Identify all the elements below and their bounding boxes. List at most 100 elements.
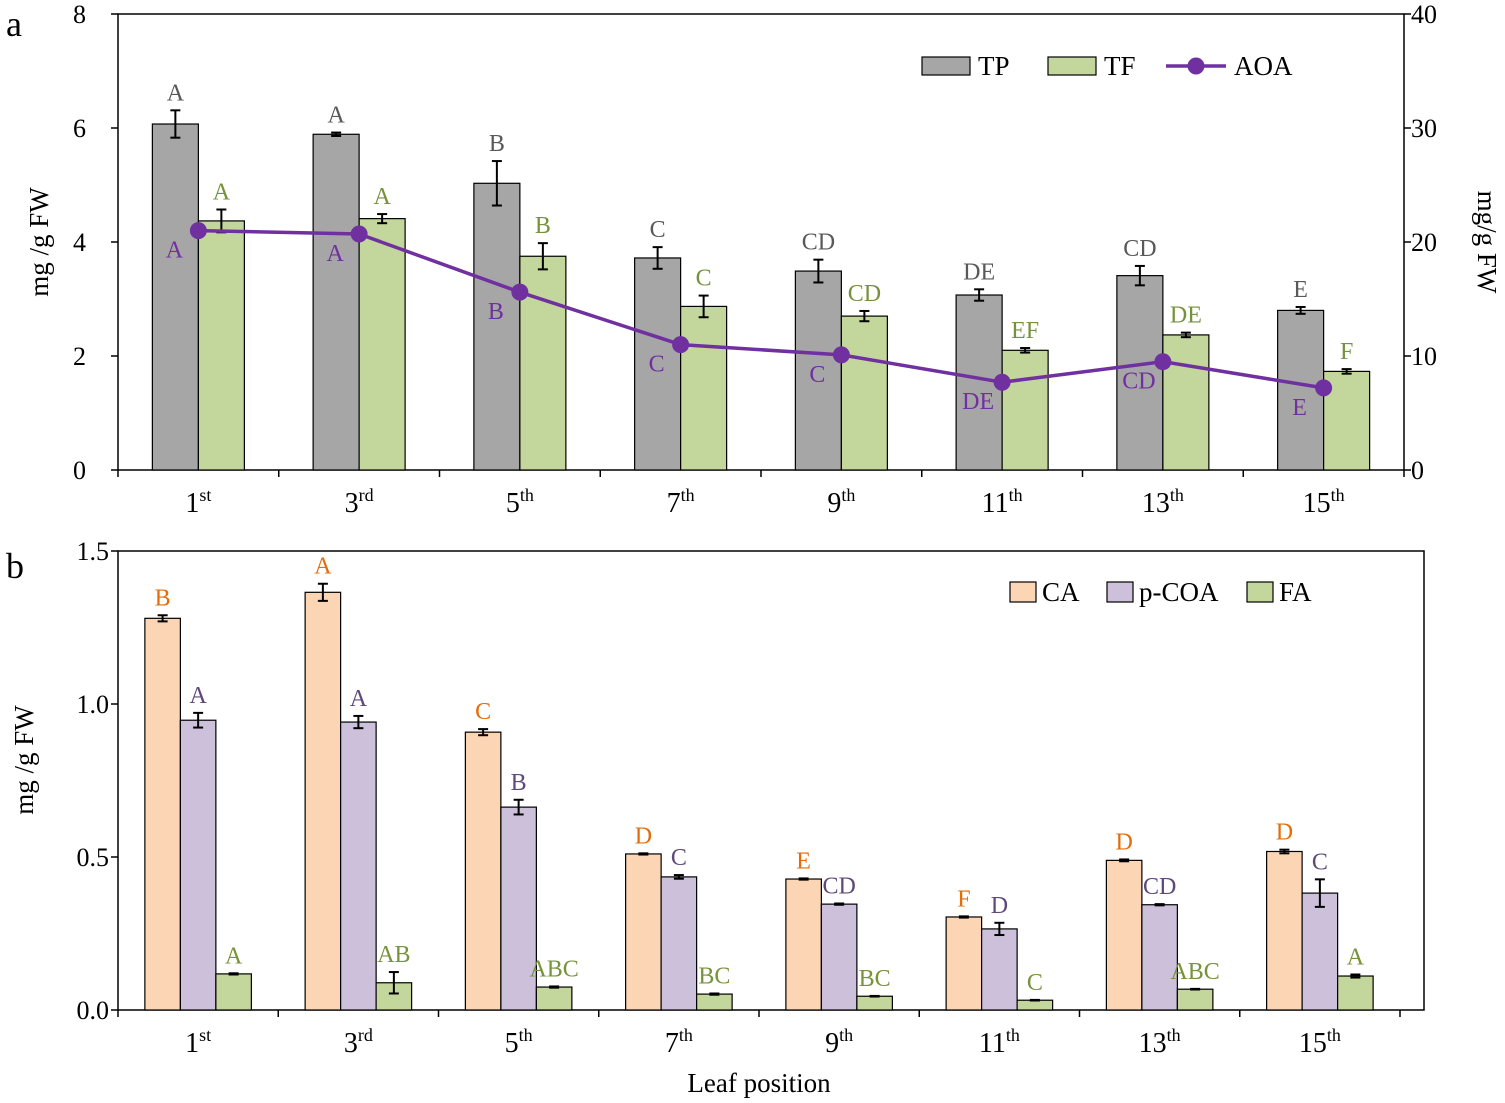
significance-letter-ca: F bbox=[957, 886, 970, 912]
x-tick-number: 9 bbox=[825, 1028, 839, 1059]
bar-tp bbox=[312, 133, 360, 471]
bar-fa bbox=[1176, 988, 1214, 1011]
x-tick-suffix: st bbox=[199, 1025, 211, 1045]
x-tick-label: 11th bbox=[982, 485, 1023, 519]
bar-fa bbox=[696, 993, 733, 1011]
legend-swatch-tf bbox=[1047, 56, 1097, 76]
significance-letter-fa: A bbox=[1347, 945, 1365, 971]
significance-letter-tf: EF bbox=[1011, 318, 1039, 344]
panel-label: a bbox=[6, 4, 22, 44]
significance-letter-aoa: C bbox=[809, 362, 825, 388]
significance-letter-ca: B bbox=[155, 585, 171, 611]
marker-aoa bbox=[1315, 379, 1333, 397]
x-tick-label: 9th bbox=[825, 1025, 853, 1059]
y-tick-label: 0.0 bbox=[77, 996, 110, 1025]
x-tick-suffix: rd bbox=[358, 1025, 373, 1045]
x-tick-label: 5th bbox=[505, 1025, 533, 1059]
significance-letter-tp: A bbox=[167, 80, 185, 106]
bar-tp bbox=[151, 123, 199, 471]
y2-tick-label: 10 bbox=[1411, 342, 1437, 371]
x-tick-suffix: th bbox=[841, 485, 855, 505]
significance-letter-p-coa: B bbox=[511, 770, 527, 796]
x-tick-suffix: th bbox=[1327, 1025, 1341, 1045]
significance-letter-aoa: A bbox=[166, 238, 184, 264]
significance-letter-ca: D bbox=[635, 823, 652, 849]
bar-p-coa bbox=[340, 721, 377, 1011]
x-tick-label: 5th bbox=[506, 485, 534, 519]
bar-tf bbox=[1001, 349, 1049, 471]
bar-p-coa bbox=[1141, 904, 1178, 1011]
x-tick-number: 3 bbox=[345, 488, 359, 519]
x-tick-suffix: th bbox=[1331, 485, 1345, 505]
x-tick-label: 7th bbox=[665, 1025, 693, 1059]
x-tick-suffix: th bbox=[1167, 1025, 1181, 1045]
significance-letter-p-coa: D bbox=[991, 893, 1008, 919]
significance-letter-p-coa: A bbox=[350, 686, 368, 712]
x-tick-label: 1st bbox=[185, 485, 211, 519]
x-tick-label: 1st bbox=[185, 1025, 211, 1059]
bar-ca bbox=[304, 591, 342, 1011]
significance-letter-tp: E bbox=[1293, 277, 1308, 303]
bar-ca bbox=[785, 878, 822, 1011]
x-tick-number: 1 bbox=[185, 1028, 199, 1059]
significance-letter-fa: ABC bbox=[1170, 959, 1219, 985]
bar-ca bbox=[1105, 859, 1143, 1011]
significance-letter-fa: A bbox=[225, 943, 243, 969]
legend-label-tp: TP bbox=[978, 51, 1010, 81]
significance-letter-tp: DE bbox=[963, 259, 995, 285]
legend-label-fa: FA bbox=[1279, 577, 1312, 607]
bar-ca bbox=[1266, 850, 1303, 1011]
x-tick-number: 13 bbox=[1142, 488, 1170, 519]
bar-p-coa bbox=[820, 903, 858, 1011]
y-tick-label: 2 bbox=[73, 342, 86, 371]
significance-letter-aoa: A bbox=[326, 241, 344, 267]
y2-tick-label: 40 bbox=[1411, 0, 1437, 29]
significance-letter-ca: A bbox=[314, 554, 332, 580]
x-tick-label: 3rd bbox=[345, 485, 374, 519]
x-tick-number: 7 bbox=[665, 1028, 679, 1059]
significance-letter-ca: D bbox=[1115, 829, 1132, 855]
x-tick-suffix: rd bbox=[359, 485, 374, 505]
bar-tf bbox=[358, 218, 406, 471]
x-tick-label: 9th bbox=[827, 485, 855, 519]
significance-letter-p-coa: A bbox=[189, 683, 207, 709]
significance-letter-tf: B bbox=[535, 213, 551, 239]
x-tick-number: 15 bbox=[1299, 1028, 1327, 1059]
marker-aoa bbox=[993, 373, 1011, 391]
significance-letter-aoa: E bbox=[1292, 395, 1307, 421]
significance-letter-fa: BC bbox=[698, 963, 730, 989]
y-tick-label: 8 bbox=[73, 0, 86, 29]
significance-letter-tp: CD bbox=[1123, 236, 1156, 262]
bar-fa bbox=[856, 995, 893, 1011]
x-tick-suffix: th bbox=[520, 485, 534, 505]
x-tick-number: 13 bbox=[1139, 1028, 1167, 1059]
x-tick-number: 5 bbox=[505, 1028, 519, 1059]
x-tick-label: 7th bbox=[667, 485, 695, 519]
bar-p-coa bbox=[1301, 892, 1339, 1011]
y-axis-title: mg /g FW bbox=[9, 705, 39, 815]
y2-tick-label: 20 bbox=[1411, 228, 1437, 257]
y-tick-label: 1.0 bbox=[77, 690, 110, 719]
significance-letter-tp: A bbox=[327, 103, 345, 129]
y2-tick-label: 30 bbox=[1411, 114, 1437, 143]
line-aoa bbox=[198, 228, 1324, 390]
y-tick-label: 4 bbox=[73, 228, 86, 257]
bar-p-coa bbox=[179, 719, 217, 1011]
significance-letter-ca: E bbox=[796, 848, 811, 874]
bar-tp bbox=[955, 294, 1003, 471]
x-axis-title: Leaf position bbox=[687, 1068, 831, 1098]
x-tick-number: 3 bbox=[344, 1028, 358, 1059]
bar-tf bbox=[1162, 334, 1210, 471]
bar-fa bbox=[215, 973, 252, 1011]
x-tick-suffix: st bbox=[199, 485, 211, 505]
y-axis-title: mg /g FW bbox=[24, 187, 54, 297]
significance-letter-fa: C bbox=[1027, 970, 1043, 996]
significance-letter-fa: BC bbox=[859, 966, 891, 992]
x-tick-number: 9 bbox=[827, 488, 841, 519]
y-tick-label: 6 bbox=[73, 114, 86, 143]
bar-tf bbox=[840, 315, 888, 471]
x-tick-suffix: th bbox=[679, 1025, 693, 1045]
bar-ca bbox=[144, 617, 181, 1011]
